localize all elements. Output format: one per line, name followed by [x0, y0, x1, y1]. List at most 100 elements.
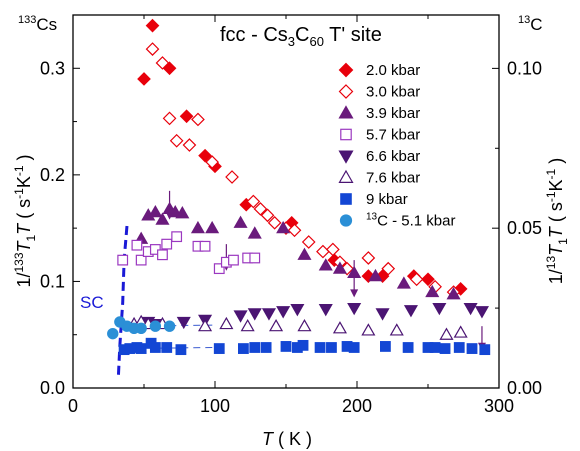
- data-point: [425, 284, 440, 298]
- data-point: [260, 342, 272, 353]
- data-point: [361, 323, 376, 336]
- left-axis-nucleus-label: 133Cs: [18, 14, 57, 34]
- data-point: [198, 318, 213, 332]
- data-point: [429, 342, 441, 353]
- data-point: [269, 318, 284, 332]
- data-point: [381, 261, 396, 276]
- data-point: [135, 322, 147, 335]
- data-marks: [107, 18, 491, 356]
- right-y-tick-label: 0.05: [507, 218, 542, 238]
- legend-label: 2.0 kbar: [366, 62, 420, 79]
- data-point: [389, 323, 404, 336]
- legend-marker: [338, 62, 354, 78]
- series-4: [141, 302, 489, 332]
- data-point: [361, 251, 376, 265]
- data-point: [347, 302, 362, 316]
- data-point: [332, 261, 347, 274]
- data-point: [439, 327, 454, 340]
- right-y-axis-title: 1/13T1T ( s-1K-1 ): [544, 158, 570, 284]
- data-point: [155, 56, 170, 70]
- data-point: [287, 223, 302, 238]
- data-point: [157, 249, 168, 261]
- data-point: [179, 109, 194, 124]
- data-point: [453, 325, 468, 338]
- series-6: [118, 337, 491, 356]
- data-point: [191, 112, 205, 127]
- series-3: [117, 231, 261, 275]
- data-point: [267, 215, 282, 230]
- legend-label: 3.9 kbar: [366, 105, 420, 122]
- data-point: [347, 265, 362, 279]
- data-point: [149, 342, 161, 353]
- data-point: [137, 72, 151, 86]
- chart-title: fcc - Cs3C60 T' site: [220, 24, 382, 49]
- x-axis-title: T ( K ): [262, 429, 312, 449]
- legend-label: 7.6 kbar: [366, 170, 420, 187]
- axis-ticks: 0 100 200 300 0.0 0.1 0.2 0.3 0.00 0.05 0.10: [40, 14, 542, 416]
- data-point: [219, 316, 234, 330]
- data-point: [316, 244, 330, 259]
- arrow-head: [350, 289, 359, 298]
- data-point: [199, 240, 211, 252]
- data-point: [326, 242, 340, 257]
- data-point: [182, 138, 197, 152]
- data-point: [145, 42, 160, 56]
- data-point: [446, 287, 461, 300]
- data-point: [290, 304, 305, 317]
- left-y-tick-label: 0.1: [40, 271, 65, 291]
- legend-label: 13C - 5.1 kbar: [366, 212, 456, 230]
- data-point: [276, 306, 291, 319]
- data-point: [297, 339, 309, 351]
- data-point: [163, 320, 176, 332]
- x-tick-label: 100: [200, 396, 230, 416]
- right-y-tick-label: 0.10: [507, 58, 542, 78]
- data-point: [439, 343, 451, 354]
- data-point: [135, 254, 147, 266]
- sc-annotation: SC: [80, 293, 104, 312]
- legend-marker: [340, 128, 352, 141]
- data-point: [155, 212, 170, 225]
- data-point: [318, 304, 333, 317]
- legend-marker: [340, 193, 352, 205]
- data-point: [280, 341, 292, 352]
- data-point: [162, 111, 177, 126]
- data-point: [463, 302, 478, 316]
- data-point: [297, 318, 312, 332]
- legend-marker: [338, 150, 354, 164]
- data-point: [228, 254, 239, 266]
- data-point: [474, 306, 489, 319]
- data-point: [198, 148, 212, 163]
- data-point: [326, 342, 337, 353]
- data-point: [409, 272, 424, 287]
- data-point: [260, 208, 275, 223]
- data-point: [161, 342, 173, 353]
- data-point: [380, 341, 391, 352]
- data-point: [348, 342, 360, 353]
- sc-boundary-line: [116, 225, 129, 376]
- data-point: [247, 226, 262, 239]
- data-point: [145, 18, 160, 33]
- data-point: [432, 302, 447, 316]
- data-point: [161, 238, 173, 250]
- series-7: [107, 316, 176, 340]
- data-point: [171, 231, 183, 243]
- legend-label: 6.6 kbar: [366, 148, 420, 165]
- data-point: [176, 316, 191, 330]
- left-y-tick-label: 0.3: [40, 58, 65, 78]
- data-point: [253, 202, 268, 216]
- data-point: [249, 342, 261, 353]
- data-point: [301, 235, 316, 249]
- data-point: [175, 206, 190, 219]
- data-point: [297, 247, 312, 260]
- data-point: [107, 327, 119, 340]
- data-point: [205, 220, 220, 234]
- data-point: [169, 133, 184, 148]
- data-point: [205, 155, 220, 169]
- right-y-tick-label: 0.00: [507, 378, 542, 398]
- data-point: [117, 254, 129, 266]
- data-point: [314, 342, 326, 353]
- data-point: [368, 268, 383, 282]
- x-tick-label: 0: [68, 396, 78, 416]
- data-point: [225, 170, 239, 184]
